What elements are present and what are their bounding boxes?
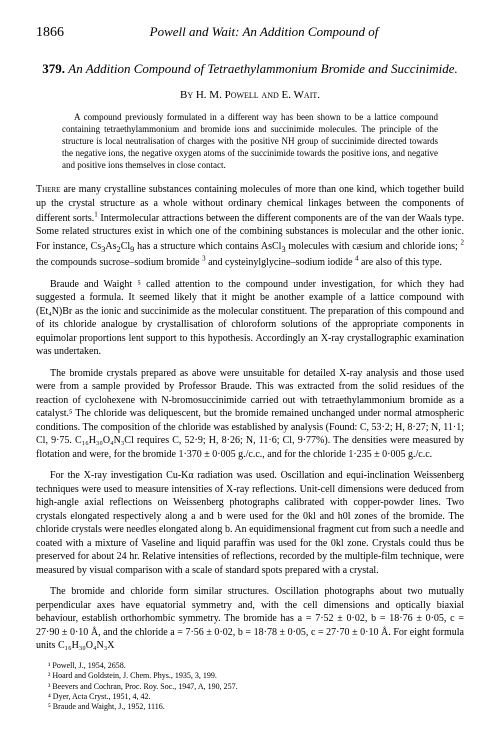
paragraph-5: The bromide and chloride form similar st… [36,585,464,653]
footnote-5: ⁵ Braude and Waight, J., 1952, 1116. [36,702,464,712]
running-title: Powell and Wait: An Addition Compound of [64,24,464,40]
article-name: An Addition Compound of Tetraethylammoni… [68,61,458,76]
article-number: 379. [42,61,65,76]
footnote-2: ² Hoard and Goldstein, J. Chem. Phys., 1… [36,671,464,681]
footnote-1: ¹ Powell, J., 1954, 2658. [36,661,464,671]
authors: By H. M. Powell and E. Wait. [36,89,464,101]
paragraph-4: For the X-ray investigation Cu-Kα radiat… [36,469,464,577]
paragraph-1-rest: are many crystalline substances containi… [36,184,464,268]
page-header: 1866 Powell and Wait: An Addition Compou… [36,24,464,41]
page-number: 1866 [36,25,64,41]
initial-word: There [36,184,60,195]
footnotes-block: ¹ Powell, J., 1954, 2658. ² Hoard and Go… [36,661,464,713]
abstract: A compound previously formulated in a di… [62,111,438,172]
article-title-block: 379. An Addition Compound of Tetraethyla… [36,59,464,79]
footnote-3: ³ Beevers and Cochran, Proc. Roy. Soc., … [36,682,464,692]
paragraph-2: Braude and Waight ⁵ called attention to … [36,278,464,359]
paragraph-3: The bromide crystals prepared as above w… [36,367,464,462]
footnote-4: ⁴ Dyer, Acta Cryst., 1951, 4, 42. [36,692,464,702]
paragraph-1: There are many crystalline substances co… [36,183,464,270]
page-container: 1866 Powell and Wait: An Addition Compou… [0,0,500,737]
